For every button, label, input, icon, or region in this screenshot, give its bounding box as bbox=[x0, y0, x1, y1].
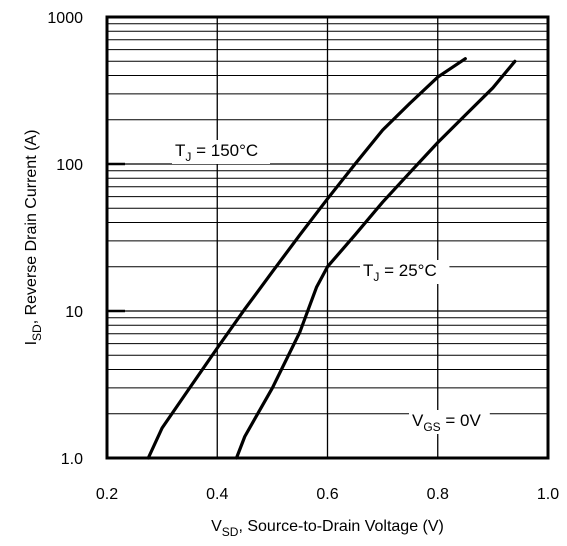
annotation-tj-25c-prefix: T bbox=[363, 261, 373, 280]
series-line-tj-25c bbox=[234, 59, 517, 460]
annotation-tj-25c-rest: = 25°C bbox=[379, 261, 436, 280]
annotation-tj-25c-bg bbox=[360, 260, 450, 284]
x-axis-title: VSD, Source-to-Drain Voltage (V) bbox=[211, 518, 444, 539]
x-axis-title-main: V bbox=[211, 518, 222, 535]
x-tick-label: 0.2 bbox=[96, 486, 118, 503]
annotation-tj-150c-rest: = 150°C bbox=[191, 141, 258, 160]
x-axis-title-sub: SD bbox=[222, 525, 239, 539]
y-tick-label: 1.0 bbox=[61, 451, 83, 468]
annotation-tj-150c-prefix: T bbox=[175, 141, 185, 160]
y-axis-title: ISD, Reverse Drain Current (A) bbox=[23, 130, 44, 346]
annotation-tj-150c-bg bbox=[172, 140, 270, 164]
annotation-tj-150c-sub: J bbox=[185, 150, 191, 164]
grid-lines bbox=[107, 17, 548, 458]
y-tick-label: 100 bbox=[56, 157, 83, 174]
x-tick-labels: 0.2 0.4 0.6 0.8 1.0 bbox=[96, 486, 559, 503]
annotation-tj-25c-sub: J bbox=[373, 270, 379, 284]
curves bbox=[146, 57, 517, 460]
annotation-vgs-bg bbox=[409, 410, 490, 434]
annotation-vgs-rest: = 0V bbox=[441, 411, 482, 430]
x-tick-label: 1.0 bbox=[537, 486, 559, 503]
series-line-tj-150c bbox=[146, 57, 467, 460]
annotation-tj-25c: TJ = 25°C bbox=[363, 261, 437, 284]
x-tick-label: 0.6 bbox=[316, 486, 338, 503]
y-tick-label: 10 bbox=[65, 304, 83, 321]
y-axis-title-sub: SD bbox=[30, 324, 44, 341]
y-axis-title-main: I bbox=[23, 341, 40, 345]
annotation-vgs: VGS = 0V bbox=[412, 411, 482, 434]
y-axis-title-rest: , Reverse Drain Current (A) bbox=[23, 130, 40, 325]
y-tick-labels: 1.0 10 100 1000 bbox=[47, 10, 83, 468]
annotation-tj-150c: TJ = 150°C bbox=[175, 141, 258, 164]
annotation-vgs-sub: GS bbox=[423, 420, 440, 434]
x-tick-label: 0.4 bbox=[206, 486, 228, 503]
y-tick-label: 1000 bbox=[47, 10, 83, 27]
annotation-vgs-prefix: V bbox=[412, 411, 424, 430]
x-tick-label: 0.8 bbox=[427, 486, 449, 503]
plot-frame bbox=[105, 15, 550, 460]
x-axis-title-rest: , Source-to-Drain Voltage (V) bbox=[238, 518, 443, 535]
